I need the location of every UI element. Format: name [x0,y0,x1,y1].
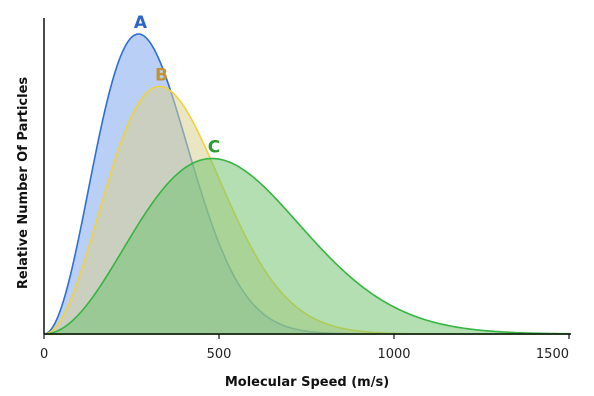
curve-labels: A B C [134,13,220,158]
x-tick-label: 1500 [536,347,569,362]
y-axis-label: Relative Number Of Particles [16,77,31,290]
x-tick-label: 0 [40,347,48,362]
curve-label-c: C [208,138,220,158]
x-ticks: 0 500 1000 1500 [40,334,570,362]
x-tick-label: 500 [207,347,232,362]
x-axis-label: Molecular Speed (m/s) [225,375,389,390]
curve-c [43,157,570,335]
x-tick-label: 1000 [377,347,410,362]
plot-area [43,33,570,335]
axes [43,18,571,335]
curve-label-a: A [134,13,148,33]
curve-label-b: B [155,66,168,86]
